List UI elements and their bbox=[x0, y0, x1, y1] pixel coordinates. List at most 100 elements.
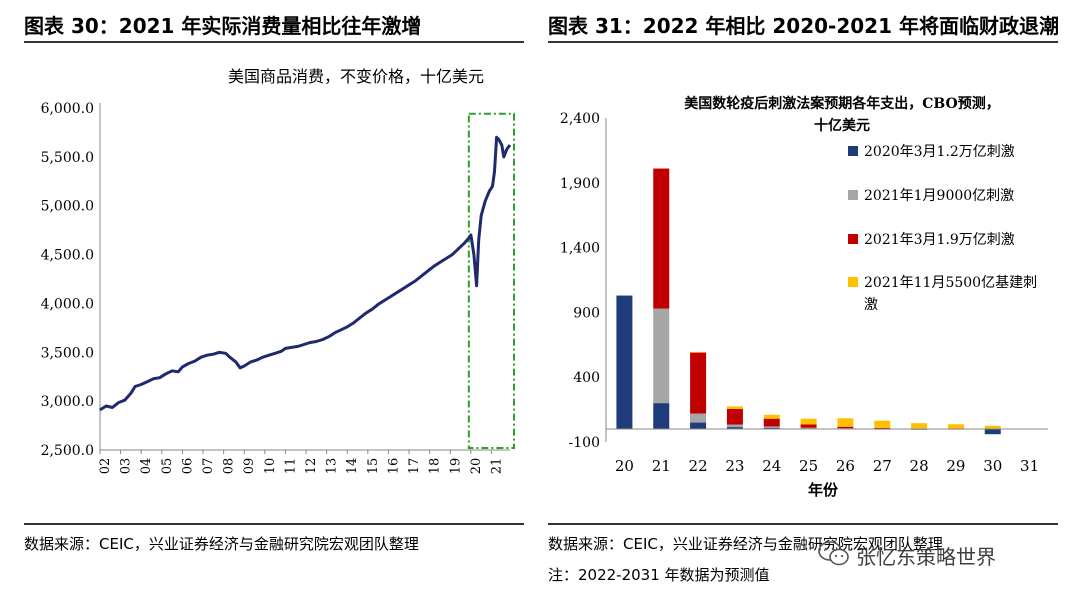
x-tick-label: 21 bbox=[489, 458, 504, 475]
y-tick-label: 3,500.0 bbox=[41, 345, 94, 361]
bar-segment bbox=[763, 427, 780, 430]
x-tick-label: 21 bbox=[652, 457, 671, 475]
y-tick-label: 900 bbox=[573, 305, 600, 321]
bar-segment bbox=[763, 426, 780, 428]
bar-segment bbox=[653, 168, 670, 309]
bar-segment bbox=[874, 427, 891, 429]
bar-segment bbox=[800, 418, 817, 425]
x-tick-label: 24 bbox=[762, 457, 781, 475]
x-tick-label: 20 bbox=[615, 457, 634, 475]
bar-segment bbox=[984, 429, 1001, 435]
x-tick-label: 18 bbox=[428, 458, 443, 475]
x-tick-label: 30 bbox=[983, 457, 1002, 475]
right-figure-title: 图表 31：2022 年相比 2020-2021 年将面临财政退潮 bbox=[548, 14, 1059, 38]
legend-label: 2020年3月1.2万亿刺激 bbox=[864, 143, 1015, 160]
x-tick-label: 20 bbox=[469, 458, 484, 475]
legend-swatch bbox=[848, 146, 858, 156]
y-tick-label: 1,900 bbox=[560, 176, 600, 192]
x-axis-label: 年份 bbox=[808, 481, 839, 499]
legend-label-wrap: 激 bbox=[864, 296, 878, 313]
y-tick-label: 6,000.0 bbox=[41, 101, 94, 117]
bar-segment bbox=[726, 427, 743, 430]
x-tick-label: 22 bbox=[689, 457, 708, 475]
x-tick-label: 28 bbox=[910, 457, 929, 475]
chart-subtitle: 美国商品消费，不变价格，十亿美元 bbox=[228, 67, 484, 86]
legend-label: 2021年1月9000亿刺激 bbox=[864, 187, 1014, 204]
x-tick-label: 19 bbox=[448, 458, 463, 475]
bar-segment bbox=[726, 408, 743, 425]
y-tick-label: -100 bbox=[569, 435, 600, 451]
stacked-bar-chart: 美国数轮疫后刺激法案预期各年支出，CBO预测， 十亿美元 -100 400 900 1… bbox=[560, 95, 1048, 499]
y-tick-label: 4,000.0 bbox=[41, 296, 94, 312]
watermark: 张忆东策略世界 bbox=[856, 545, 996, 569]
bar-segment bbox=[616, 295, 633, 430]
x-tick-label: 14 bbox=[345, 458, 360, 475]
bar-segment bbox=[763, 418, 780, 427]
bar-segment bbox=[653, 308, 670, 404]
x-tick-label: 25 bbox=[799, 457, 818, 475]
x-tick-label: 31 bbox=[1020, 457, 1039, 475]
legend-swatch bbox=[848, 277, 858, 287]
x-tick-label: 29 bbox=[946, 457, 965, 475]
bar-segment bbox=[947, 424, 964, 429]
x-tick-label: 08 bbox=[222, 458, 237, 475]
bar-segment bbox=[837, 418, 854, 427]
bar-segment bbox=[763, 414, 780, 419]
legend-label: 2021年3月1.9万亿刺激 bbox=[864, 231, 1015, 248]
bar-segment bbox=[911, 423, 928, 429]
y-tick-label: 2,400 bbox=[560, 111, 600, 127]
highlight-box bbox=[467, 112, 516, 450]
y-tick-label: 1,400 bbox=[560, 241, 600, 257]
x-tick-label: 09 bbox=[242, 458, 257, 475]
left-footer-rule bbox=[24, 523, 524, 525]
x-tick-label: 05 bbox=[160, 458, 175, 475]
x-tick-label: 16 bbox=[386, 458, 401, 475]
bar-segment bbox=[653, 403, 670, 430]
y-tick-label: 4,500.0 bbox=[41, 248, 94, 264]
x-tick-label: 26 bbox=[836, 457, 855, 475]
x-tick-label: 11 bbox=[283, 458, 298, 475]
legend-swatch bbox=[848, 234, 858, 244]
x-tick-label: 04 bbox=[139, 458, 154, 475]
x-tick-label: 03 bbox=[119, 458, 134, 475]
left-title-rule bbox=[24, 41, 524, 43]
y-tick-label: 2,500.0 bbox=[41, 443, 94, 459]
x-tick-label: 27 bbox=[873, 457, 892, 475]
y-tick-label: 5,000.0 bbox=[41, 199, 94, 215]
y-tick-label: 5,500.0 bbox=[41, 150, 94, 166]
left-source: 数据来源：CEIC，兴业证券经济与金融研究院宏观团队整理 bbox=[24, 535, 419, 553]
x-tick-label: 23 bbox=[725, 457, 744, 475]
x-tick-label: 13 bbox=[325, 458, 340, 475]
chart-title-line1: 美国数轮疫后刺激法案预期各年支出，CBO预测， bbox=[684, 95, 999, 112]
bar-segment bbox=[800, 427, 817, 429]
bar-segment bbox=[690, 351, 707, 353]
x-tick-label: 15 bbox=[366, 458, 381, 475]
y-tick-label: 3,000.0 bbox=[41, 394, 94, 410]
legend-label: 2021年11月5500亿基建刺 bbox=[864, 274, 1037, 291]
wechat-icon bbox=[818, 540, 850, 572]
right-footer-rule bbox=[548, 523, 1058, 525]
bar-segment bbox=[800, 424, 817, 428]
bar-segment bbox=[690, 352, 707, 414]
y-tick-label: 400 bbox=[573, 370, 600, 386]
bar-segment bbox=[726, 424, 743, 428]
line-chart: 美国商品消费，不变价格，十亿美元 2,500.0 3,000.0 3,500.0 4,… bbox=[41, 67, 516, 475]
left-figure-title: 图表 30：2021 年实际消费量相比往年激增 bbox=[24, 14, 422, 38]
x-tick-label: 12 bbox=[304, 458, 319, 475]
bar-segment bbox=[726, 406, 743, 409]
bar-segment bbox=[690, 413, 707, 423]
bar-segment bbox=[874, 420, 891, 428]
right-title-rule bbox=[548, 41, 1058, 43]
legend-swatch bbox=[848, 190, 858, 200]
bar-segment bbox=[690, 422, 707, 430]
chart-title-line2: 十亿美元 bbox=[814, 117, 870, 134]
x-tick-label: 10 bbox=[263, 458, 278, 475]
x-tick-label: 07 bbox=[201, 458, 216, 475]
x-tick-label: 02 bbox=[98, 458, 113, 475]
bar-segment bbox=[984, 425, 1001, 430]
bar-segment bbox=[837, 426, 854, 429]
x-tick-label: 17 bbox=[407, 458, 422, 475]
right-source: 数据来源：CEIC，兴业证券经济与金融研究院宏观团队整理 bbox=[548, 535, 943, 553]
x-tick-label: 06 bbox=[180, 458, 195, 475]
right-note: 注：2022-2031 年数据为预测值 bbox=[548, 566, 770, 584]
